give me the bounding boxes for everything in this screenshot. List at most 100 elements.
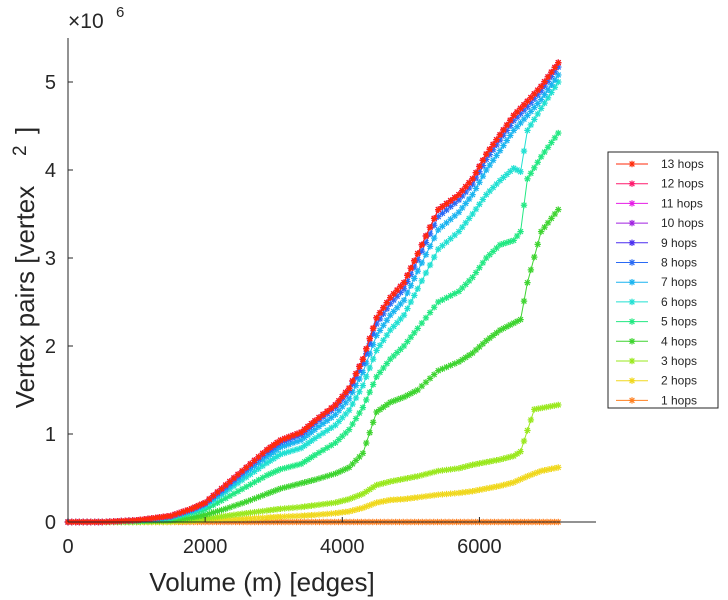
series-marker-6-hops (430, 253, 438, 261)
series-marker-6-hops (447, 235, 454, 242)
series-marker-13-hops (380, 304, 387, 311)
series-marker-8-hops (393, 293, 401, 300)
axes-layer (67, 38, 596, 523)
series-marker-3-hops (422, 470, 430, 478)
series-marker-5-hops (426, 309, 434, 316)
y-tick-label: 2 (45, 336, 56, 358)
y-tick-label: 3 (45, 248, 56, 270)
legend-item-4-hops: 4 hops (616, 334, 697, 348)
series-marker-13-hops (422, 232, 430, 240)
legend-marker (628, 318, 636, 325)
series-marker-8-hops (400, 285, 408, 292)
series-marker-7-hops (483, 166, 490, 174)
series-marker-7-hops (465, 195, 473, 203)
series-marker-13-hops (263, 446, 271, 454)
series-marker-5-hops (520, 202, 528, 209)
series-marker-6-hops (376, 342, 384, 349)
series-marker-13-hops (507, 117, 514, 124)
series-marker-4-hops (548, 215, 555, 222)
series-marker-3-hops (328, 499, 335, 507)
series-marker-4-hops (537, 228, 545, 235)
series-marker-13-hops (397, 283, 404, 290)
series-marker-7-hops (430, 234, 438, 242)
series-marker-7-hops (400, 297, 408, 304)
series-marker-6-hops (263, 459, 271, 467)
series-marker-5-hops (541, 148, 548, 156)
series-marker-7-hops (500, 142, 507, 149)
series-marker-5-hops (380, 364, 387, 372)
series-marker-5-hops (524, 175, 531, 182)
series-marker-4-hops (426, 375, 434, 382)
series-marker-6-hops (476, 201, 483, 208)
series-marker-4-hops (520, 297, 528, 305)
x-tick-label: 6000 (457, 536, 502, 558)
series-marker-5-hops (404, 338, 411, 345)
x-tick-label: 2000 (183, 536, 228, 558)
series-marker-13-hops (426, 224, 434, 231)
series-marker-5-hops (255, 476, 262, 484)
legend-label: 2 hops (661, 374, 697, 388)
series-marker-6-hops (551, 84, 559, 91)
series-marker-5-hops (411, 329, 418, 336)
series-marker-5-hops (548, 139, 555, 146)
series-marker-4-hops (493, 329, 500, 336)
series-marker-2-hops (315, 511, 323, 518)
series-marker-7-hops (476, 179, 483, 186)
series-marker-4-hops (534, 241, 541, 248)
y-tick-label: 4 (45, 160, 56, 182)
series-marker-5-hops (517, 228, 524, 235)
series-marker-4-hops (359, 450, 367, 457)
series-marker-6-hops (524, 127, 531, 134)
series-layer (64, 59, 562, 526)
y-axis-label: Vertex pairs [vertex (10, 186, 40, 409)
series-marker-13-hops (503, 121, 511, 129)
series-marker-13-hops (496, 131, 504, 138)
series-marker-6-hops (352, 394, 360, 402)
series-marker-5-hops (462, 281, 469, 288)
legend-item-6-hops: 6 hops (616, 295, 697, 309)
series-marker-6-hops (531, 116, 538, 123)
series-marker-13-hops (404, 272, 411, 279)
series-marker-5-hops (376, 369, 384, 376)
series-marker-5-hops (359, 404, 367, 411)
series-marker-7-hops (469, 191, 476, 198)
series-marker-5-hops (531, 164, 538, 171)
series-marker-13-hops (308, 420, 315, 427)
series-marker-13-hops (548, 68, 555, 76)
series-marker-5-hops (527, 170, 535, 177)
ticks-layer: 0 2000 4000 6000 0 1 2 3 4 5 (45, 72, 502, 558)
series-marker-13-hops (430, 215, 438, 222)
series-marker-13-hops (483, 150, 490, 158)
series-marker-6-hops (520, 147, 528, 155)
series-marker-6-hops (363, 373, 370, 380)
legend-marker (628, 397, 636, 404)
series-marker-4-hops (376, 406, 384, 413)
legend-marker (628, 180, 636, 187)
series-marker-7-hops (472, 185, 480, 192)
x-axis-label: Volume (m) [edges] (149, 567, 374, 597)
legend-label: 7 hops (661, 275, 697, 289)
legend-marker (628, 377, 636, 384)
series-marker-13-hops (486, 146, 493, 153)
series-marker-13-hops (273, 439, 281, 446)
series-marker-13-hops (267, 444, 274, 451)
series-marker-6-hops (472, 205, 480, 213)
series-marker-2-hops (555, 464, 562, 471)
series-marker-3-hops (535, 405, 542, 412)
series-marker-7-hops (459, 204, 466, 212)
legend-marker (628, 279, 636, 286)
series-marker-4-hops (366, 429, 373, 436)
series-marker-7-hops (517, 119, 524, 127)
series-marker-5-hops (489, 248, 497, 255)
legend-item-5-hops: 5 hops (616, 315, 697, 329)
legend-label: 11 hops (661, 196, 703, 210)
y-axis-label-closing: ] (10, 127, 40, 134)
series-marker-5-hops (352, 415, 360, 422)
series-marker-2-hops (510, 479, 517, 486)
series-marker-13-hops (407, 264, 415, 272)
legend-box (607, 151, 719, 409)
series-marker-6-hops (356, 388, 363, 395)
series-marker-13-hops (311, 417, 319, 424)
legend-item-2-hops: 2 hops (616, 374, 697, 388)
